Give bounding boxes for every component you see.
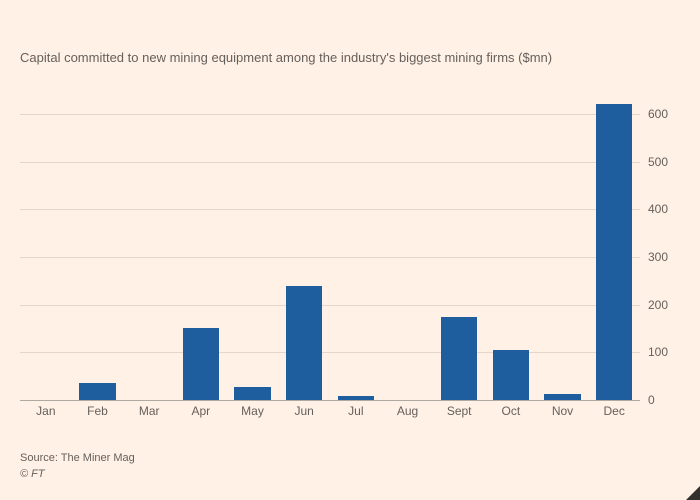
x-axis-labels: Jan Feb Mar Apr May Jun Jul Aug Sept Oct Nov Dec — [20, 404, 640, 424]
baseline — [20, 400, 640, 401]
bar — [493, 350, 529, 400]
chart-area: Jan Feb Mar Apr May Jun Jul Aug Sept Oct Nov Dec — [20, 90, 640, 420]
bar — [544, 394, 580, 400]
source-line: Source: The Miner Mag — [20, 451, 135, 466]
x-tick-label: Aug — [397, 404, 418, 418]
x-tick-label: May — [241, 404, 264, 418]
chart-subtitle: Capital committed to new mining equipmen… — [20, 50, 680, 67]
x-tick-label: Sept — [447, 404, 472, 418]
gridline — [20, 305, 640, 306]
bar — [596, 104, 632, 400]
bar — [234, 387, 270, 400]
x-tick-label: Feb — [87, 404, 108, 418]
x-tick-label: Jul — [348, 404, 363, 418]
x-tick-label: Apr — [191, 404, 210, 418]
y-tick-label: 400 — [648, 202, 668, 216]
x-tick-label: Dec — [603, 404, 624, 418]
gridline — [20, 352, 640, 353]
copyright-line: © FT — [20, 467, 135, 482]
bar — [338, 396, 374, 400]
y-tick-label: 300 — [648, 250, 668, 264]
bar — [79, 383, 115, 400]
gridline — [20, 209, 640, 210]
bar — [183, 328, 219, 400]
y-tick-label: 200 — [648, 298, 668, 312]
x-tick-label: Oct — [501, 404, 520, 418]
x-tick-label: Nov — [552, 404, 573, 418]
bar — [286, 286, 322, 400]
y-tick-label: 500 — [648, 155, 668, 169]
gridline — [20, 162, 640, 163]
x-tick-label: Jan — [36, 404, 55, 418]
bar — [441, 317, 477, 400]
plot-region — [20, 90, 640, 400]
y-tick-label: 100 — [648, 345, 668, 359]
gridline — [20, 257, 640, 258]
y-tick-label: 600 — [648, 107, 668, 121]
y-tick-label: 0 — [648, 393, 655, 407]
x-tick-label: Jun — [294, 404, 313, 418]
corner-fold-icon — [686, 486, 700, 500]
gridline — [20, 114, 640, 115]
x-tick-label: Mar — [139, 404, 160, 418]
chart-container: Capital committed to new mining equipmen… — [0, 0, 700, 500]
chart-footer: Source: The Miner Mag © FT — [20, 451, 135, 482]
